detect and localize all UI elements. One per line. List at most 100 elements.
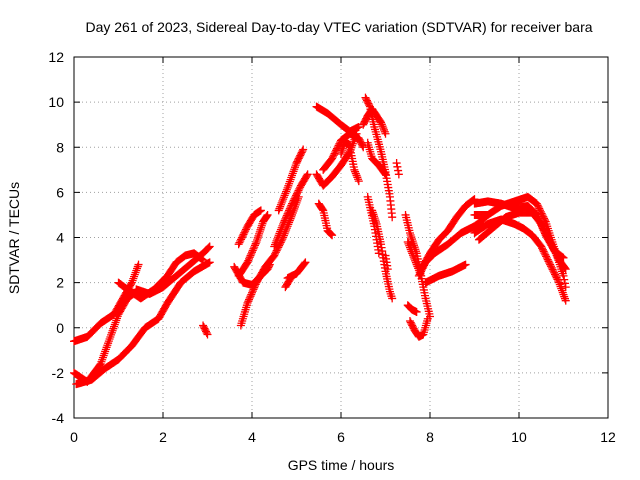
data-point xyxy=(134,260,143,269)
data-point xyxy=(245,295,254,304)
data-point xyxy=(275,229,284,238)
plot-area-frame xyxy=(73,56,609,419)
data-point xyxy=(403,238,412,247)
data-point xyxy=(556,282,565,291)
data-point xyxy=(345,142,354,151)
data-point xyxy=(408,251,417,260)
data-point xyxy=(284,208,293,217)
data-point xyxy=(380,125,389,134)
data-point xyxy=(407,233,416,242)
data-point xyxy=(255,229,264,238)
data-point xyxy=(127,278,136,287)
data-point xyxy=(250,282,259,291)
data-point xyxy=(354,177,363,186)
x-tick-label: 6 xyxy=(337,429,345,445)
data-point xyxy=(301,258,310,267)
data-point xyxy=(281,189,290,198)
data-point xyxy=(351,169,360,178)
data-point xyxy=(555,278,564,287)
grid-lines xyxy=(74,57,608,418)
data-point xyxy=(275,204,284,213)
x-tick-labels: 0 2 4 6 8 10 12 xyxy=(70,429,616,445)
data-point xyxy=(276,225,285,234)
data-point xyxy=(282,187,291,196)
data-point xyxy=(279,193,288,202)
data-point xyxy=(407,247,416,256)
data-point xyxy=(248,287,257,296)
data-points xyxy=(70,93,570,389)
data-point xyxy=(254,231,263,240)
y-axis-label: SDTVAR / TECUs xyxy=(6,182,22,294)
data-point xyxy=(130,272,139,281)
data-point xyxy=(244,256,253,265)
data-point xyxy=(298,147,307,156)
data-point xyxy=(251,239,260,248)
data-point xyxy=(243,298,252,307)
data-point xyxy=(394,170,403,179)
data-point xyxy=(245,253,254,262)
data-point xyxy=(245,293,254,302)
data-point xyxy=(273,233,282,242)
data-point xyxy=(205,242,214,251)
data-point xyxy=(272,236,281,245)
y-tick-label: 2 xyxy=(56,275,64,291)
data-point xyxy=(277,198,286,207)
data-point xyxy=(561,296,570,305)
data-point xyxy=(350,165,359,174)
data-point xyxy=(249,285,258,294)
data-point xyxy=(405,241,414,250)
data-point xyxy=(351,167,360,176)
y-tick-label: -4 xyxy=(52,410,65,426)
data-point xyxy=(276,200,285,209)
data-point xyxy=(393,162,402,171)
data-point xyxy=(270,240,279,249)
data-point xyxy=(392,159,401,168)
data-point xyxy=(353,173,362,182)
data-point xyxy=(246,251,255,260)
data-point xyxy=(247,249,256,258)
data-point xyxy=(380,169,389,178)
data-point xyxy=(129,274,138,283)
data-point xyxy=(461,260,470,269)
data-point xyxy=(559,271,568,280)
x-tick-label: 8 xyxy=(426,429,434,445)
data-point xyxy=(383,265,392,274)
data-point xyxy=(558,288,567,297)
data-point xyxy=(256,206,265,215)
data-point xyxy=(350,135,359,144)
data-point xyxy=(276,227,285,236)
data-point xyxy=(377,118,386,127)
data-point xyxy=(423,314,432,323)
data-point xyxy=(302,171,311,180)
y-tick-label: 4 xyxy=(56,230,64,246)
data-point xyxy=(410,254,419,263)
data-point xyxy=(352,171,361,180)
data-point xyxy=(244,297,253,306)
data-point xyxy=(303,170,312,179)
data-point xyxy=(131,268,140,277)
data-point xyxy=(204,244,213,253)
data-point xyxy=(250,241,259,250)
data-point xyxy=(274,206,283,215)
y-tick-label: 0 xyxy=(56,320,64,336)
data-point xyxy=(282,213,291,222)
data-point xyxy=(412,307,421,316)
data-point xyxy=(560,275,569,284)
x-tick-label: 4 xyxy=(248,429,256,445)
data-point xyxy=(202,329,211,338)
data-point xyxy=(328,231,337,240)
data-point xyxy=(276,202,285,211)
data-point xyxy=(561,265,570,274)
data-point xyxy=(283,209,292,218)
data-point xyxy=(405,243,414,252)
data-point xyxy=(379,124,388,133)
data-point xyxy=(205,258,214,267)
y-tick-label: 10 xyxy=(48,94,64,110)
data-point xyxy=(128,276,137,285)
data-point xyxy=(381,170,390,179)
chart-title: Day 261 of 2023, Sidereal Day-to-day VTE… xyxy=(85,19,592,35)
data-point xyxy=(203,330,212,339)
data-point xyxy=(351,133,360,142)
data-point xyxy=(127,280,136,289)
